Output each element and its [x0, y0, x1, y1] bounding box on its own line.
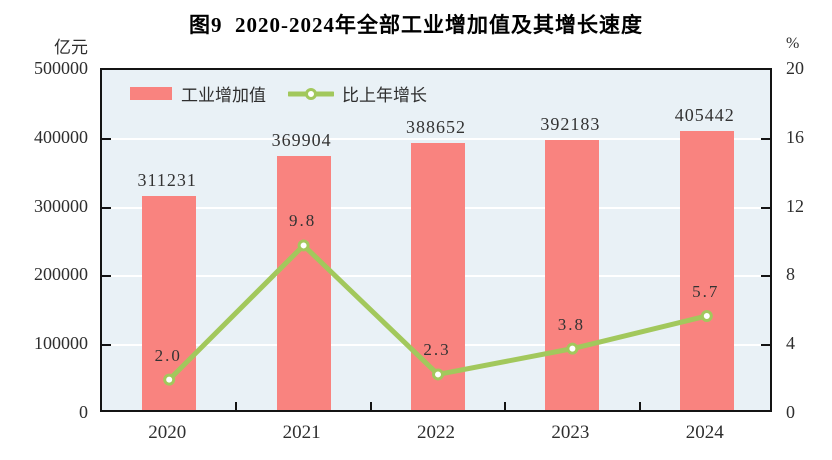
legend-line-label: 比上年增长	[342, 86, 427, 105]
legend: 工业增加值 比上年增长	[130, 81, 427, 106]
bar	[545, 140, 600, 410]
bar-value-label: 388652	[406, 116, 466, 137]
growth-marker	[163, 373, 176, 386]
y-axis-left-label: 400000	[34, 126, 88, 147]
right-axis-tick	[761, 137, 770, 140]
x-axis-tick	[235, 402, 238, 410]
x-axis-label: 2022	[417, 422, 455, 443]
x-axis-label: 2024	[685, 422, 724, 443]
bar-value-label: 369904	[271, 129, 332, 150]
left-axis-tick	[102, 344, 111, 347]
y-axis-right-label: 12	[786, 195, 804, 216]
growth-value-label: 2.0	[154, 345, 182, 365]
left-axis-tick	[102, 137, 111, 140]
x-axis-tick	[504, 402, 507, 410]
x-axis-label: 2023	[551, 422, 590, 443]
y-axis-right-label: 4	[786, 333, 795, 354]
y-axis-left-label: 500000	[34, 58, 88, 78]
right-axis-tick	[761, 206, 770, 209]
bar-value-label: 392183	[540, 114, 601, 135]
growth-value-label: 3.8	[557, 314, 586, 334]
x-axis-tick	[638, 402, 641, 410]
growth-line	[166, 242, 710, 383]
chart-title: 图9 2020-2024年全部工业增加值及其增长速度	[189, 13, 643, 37]
growth-marker	[700, 309, 713, 322]
bar	[276, 155, 331, 410]
right-axis-unit: %	[786, 35, 800, 52]
growth-marker	[297, 239, 310, 252]
y-axis-right-label: 8	[786, 264, 795, 285]
growth-marker	[432, 368, 444, 381]
bar-value-label: 311231	[137, 169, 197, 190]
y-axis-left-label: 200000	[34, 264, 88, 285]
legend-item-line: 比上年增长	[288, 81, 427, 106]
bar-value-label: 405442	[674, 105, 735, 126]
growth-value-label: 5.7	[692, 281, 720, 301]
y-axis-left-label: 300000	[34, 195, 88, 216]
y-axis-right-label: 0	[786, 402, 795, 422]
growth-line-layer	[163, 239, 713, 386]
y-axis-right-label: 20	[786, 58, 804, 78]
growth-value-label: 2.3	[423, 340, 451, 360]
legend-bar-label: 工业增加值	[181, 86, 266, 105]
growth-marker	[566, 342, 579, 355]
plot-area: 工业增加值 比上年增长	[100, 68, 772, 412]
left-axis-tick	[102, 275, 111, 278]
x-axis-label: 2020	[148, 422, 187, 443]
right-axis-tick	[761, 344, 770, 347]
legend-item-bar: 工业增加值	[130, 81, 266, 106]
line-legend-icon	[288, 87, 334, 100]
bar	[411, 142, 465, 410]
left-axis-unit: 亿元	[54, 38, 88, 57]
y-axis-right-label: 16	[786, 126, 804, 147]
y-axis-left-label: 0	[79, 402, 88, 422]
left-axis-tick	[102, 206, 111, 209]
x-axis-label: 2021	[282, 422, 321, 443]
bar	[679, 131, 734, 410]
gridline	[102, 137, 770, 140]
x-axis-tick	[369, 402, 372, 410]
growth-value-label: 9.8	[288, 211, 317, 231]
right-axis-tick	[761, 275, 770, 278]
bar-legend-swatch	[130, 87, 172, 100]
y-axis-left-label: 100000	[34, 333, 88, 354]
